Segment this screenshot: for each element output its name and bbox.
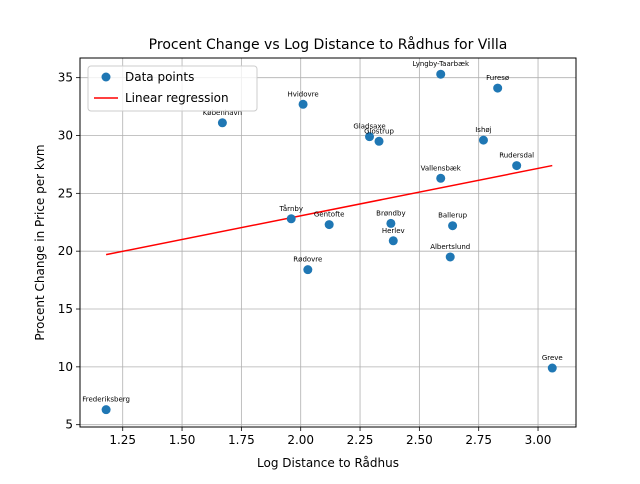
x-tick-label: 2.50 (406, 433, 433, 447)
legend-points-label: Data points (125, 70, 194, 84)
data-point (436, 173, 446, 183)
legend-box (87, 65, 258, 112)
grid-lines (80, 58, 576, 427)
point-label: Vallensbæk (421, 164, 462, 172)
y-axis-label: Procent Change in Price per kvm (33, 144, 47, 340)
x-axis-ticks: 1.25 1.50 1.75 2.00 2.25 2.50 2.75 3.00 (109, 427, 551, 447)
data-point (547, 363, 557, 373)
data-points (101, 69, 557, 415)
y-tick-label: 10 (58, 360, 73, 374)
x-tick-label: 1.75 (228, 433, 255, 447)
legend: Data points Linear regression (87, 65, 258, 112)
point-labels: Frederiksberg København Hvidovre Tårnby Gent… (82, 60, 563, 403)
legend-point-marker (101, 72, 111, 82)
point-label: Greve (542, 354, 563, 362)
y-tick-label: 5 (65, 418, 73, 432)
data-point (478, 135, 488, 145)
point-label: Gladsaxe (353, 123, 385, 131)
data-point (436, 69, 446, 79)
point-label: Ishøj (475, 126, 491, 134)
point-label: Albertslund (430, 243, 470, 251)
plot-frame (79, 57, 577, 428)
point-label: Lyngby-Taarbæk (412, 60, 470, 68)
data-point (101, 405, 111, 415)
data-point (298, 99, 308, 109)
point-label: Furesø (486, 74, 510, 82)
data-point (374, 136, 384, 146)
x-tick-label: 2.25 (347, 433, 374, 447)
x-tick-label: 2.00 (287, 433, 314, 447)
point-label: Hvidovre (287, 90, 318, 98)
point-label: Gentofte (314, 211, 345, 219)
data-point (324, 220, 334, 230)
x-tick-label: 1.50 (169, 433, 196, 447)
point-label: Tårnby (278, 204, 303, 213)
data-point (445, 252, 455, 262)
data-point (493, 83, 503, 93)
point-label: Frederiksberg (82, 396, 130, 404)
data-point (286, 214, 296, 224)
data-point (448, 221, 458, 231)
point-label: Rødovre (293, 256, 322, 264)
y-tick-label: 15 (58, 302, 73, 316)
point-label: Herlev (382, 227, 405, 235)
point-label: Rudersdal (499, 152, 534, 160)
x-tick-label: 1.25 (109, 433, 136, 447)
data-point (365, 132, 375, 142)
point-label: Ballerup (438, 212, 468, 220)
point-label: Brøndby (376, 209, 405, 217)
data-point (386, 218, 396, 228)
point-label: Glostrup (364, 127, 394, 135)
chart-title: Procent Change vs Log Distance to Rådhus… (149, 36, 508, 53)
x-axis-label: Log Distance to Rådhus (257, 456, 399, 470)
legend-regression-label: Linear regression (125, 91, 229, 105)
regression-layer (105, 164, 553, 256)
y-tick-label: 35 (58, 71, 73, 85)
y-tick-label: 25 (58, 186, 73, 200)
data-point (303, 265, 313, 275)
data-point (217, 118, 227, 128)
y-axis-ticks: 5 10 15 20 25 30 35 (58, 71, 80, 432)
data-point (512, 161, 522, 171)
y-tick-label: 20 (58, 244, 73, 258)
data-point (388, 236, 398, 246)
x-tick-label: 3.00 (525, 433, 552, 447)
point-label: København (203, 109, 242, 117)
x-tick-label: 2.75 (465, 433, 492, 447)
regression-line (105, 164, 553, 256)
y-tick-label: 30 (58, 129, 73, 143)
